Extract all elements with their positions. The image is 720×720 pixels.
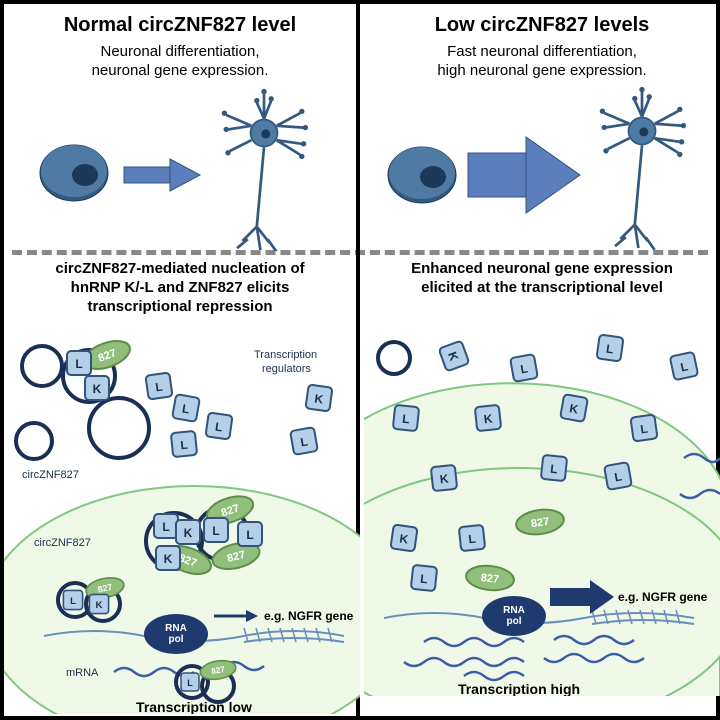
panel-normal-level: Normal circZNF827 level Neuronal differe…: [4, 4, 360, 250]
neuron-icon: [600, 86, 686, 249]
transcription-low-label: Transcription low: [136, 699, 252, 714]
protein-L-icon: [171, 431, 197, 457]
protein-L-icon: [604, 462, 632, 490]
protein-L-icon: [205, 413, 232, 440]
progenitor-cell-icon: [388, 147, 456, 203]
neuron-icon: [222, 88, 308, 250]
protein-L-icon: [541, 454, 567, 480]
circ-rna-icon: [16, 423, 52, 459]
tl-illustration: [4, 81, 360, 251]
gene-label: e.g. NGFR gene: [618, 590, 708, 604]
progenitor-cell-icon: [40, 145, 108, 201]
mrna-label: mRNA: [66, 667, 99, 679]
bl-illustration: K L 827: [4, 316, 360, 714]
protein-K-icon: [305, 385, 332, 412]
circznf-label: circZNF827: [22, 469, 79, 481]
rna-pol-icon: RNA pol: [482, 596, 546, 636]
protein-L-icon: [510, 354, 538, 382]
protein-L-icon: [596, 334, 623, 361]
gene-label: e.g. NGFR gene: [264, 609, 354, 623]
protein-K-icon: [431, 464, 457, 490]
svg-text:pol: pol: [507, 616, 522, 627]
protein-L-icon: [172, 394, 200, 422]
rna-pol-icon: RNA pol: [144, 614, 208, 654]
panel-low-level: Low circZNF827 levels Fast neuronal diff…: [364, 4, 720, 250]
tr-illustration: [364, 81, 720, 251]
svg-text:RNA: RNA: [165, 623, 187, 634]
protein-K-icon: [390, 524, 417, 551]
protein-L-icon: [393, 404, 419, 430]
protein-L-icon: [670, 351, 698, 379]
rnp-complex-icon: [63, 336, 134, 402]
svg-text:regulators: regulators: [262, 363, 311, 375]
tr-subtitle: Fast neuronal differentiation, high neur…: [364, 37, 720, 81]
tl-title: Normal circZNF827 level: [4, 4, 356, 37]
bl-heading: circZNF827-mediated nucleation of hnRNP …: [4, 250, 356, 316]
panel-transcription-repression: circZNF827-mediated nucleation of hnRNP …: [4, 250, 360, 716]
transcription-high-label: Transcription high: [458, 681, 580, 696]
circznf-label-nuc: circZNF827: [34, 537, 91, 549]
protein-L-icon: [411, 564, 437, 590]
protein-L-icon: [459, 524, 485, 550]
transcription-regulators-label: Transcription: [254, 349, 317, 361]
protein-K-icon: [560, 394, 588, 422]
br-illustration: K L 827: [364, 298, 720, 696]
protein-L-icon: [630, 414, 657, 441]
protein-K-icon: [439, 340, 470, 371]
tl-subtitle: Neuronal differentiation, neuronal gene …: [4, 37, 356, 81]
svg-text:RNA: RNA: [503, 605, 525, 616]
differentiation-arrow-icon: [124, 159, 200, 191]
protein-L-icon: [290, 427, 318, 455]
circ-rna-icon: [89, 398, 149, 458]
protein-L-icon: [145, 373, 172, 400]
panel-enhanced-expression: Enhanced neuronal gene expression elicit…: [364, 250, 720, 716]
protein-K-icon: [475, 404, 501, 430]
br-heading: Enhanced neuronal gene expression elicit…: [364, 250, 720, 298]
circ-rna-icon: [22, 346, 62, 386]
circ-rna-icon: [378, 342, 410, 374]
svg-text:pol: pol: [169, 634, 184, 645]
fast-differentiation-arrow-icon: [468, 137, 580, 213]
tr-title: Low circZNF827 levels: [364, 4, 720, 37]
